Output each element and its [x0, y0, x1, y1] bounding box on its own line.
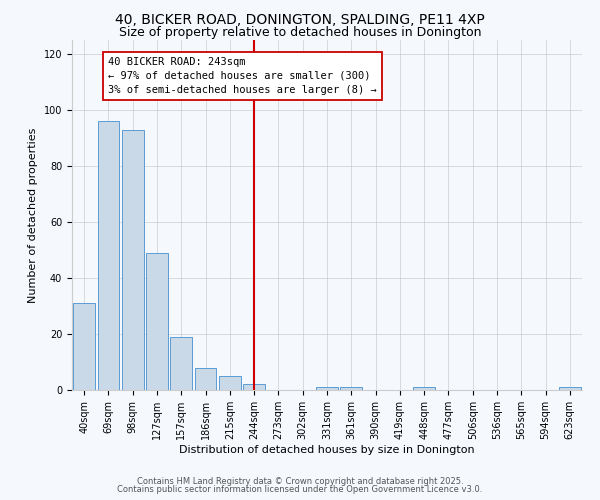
Text: Contains public sector information licensed under the Open Government Licence v3: Contains public sector information licen…: [118, 485, 482, 494]
X-axis label: Distribution of detached houses by size in Donington: Distribution of detached houses by size …: [179, 444, 475, 454]
Text: Contains HM Land Registry data © Crown copyright and database right 2025.: Contains HM Land Registry data © Crown c…: [137, 477, 463, 486]
Bar: [243, 384, 265, 390]
Bar: [170, 337, 192, 390]
Bar: [97, 121, 119, 390]
Bar: [219, 376, 241, 390]
Bar: [413, 387, 435, 390]
Bar: [340, 387, 362, 390]
Bar: [73, 303, 95, 390]
Bar: [316, 387, 338, 390]
Bar: [122, 130, 143, 390]
Text: 40, BICKER ROAD, DONINGTON, SPALDING, PE11 4XP: 40, BICKER ROAD, DONINGTON, SPALDING, PE…: [115, 12, 485, 26]
Bar: [559, 387, 581, 390]
Text: 40 BICKER ROAD: 243sqm
← 97% of detached houses are smaller (300)
3% of semi-det: 40 BICKER ROAD: 243sqm ← 97% of detached…: [109, 57, 377, 95]
Bar: [194, 368, 217, 390]
Text: Size of property relative to detached houses in Donington: Size of property relative to detached ho…: [119, 26, 481, 39]
Y-axis label: Number of detached properties: Number of detached properties: [28, 128, 38, 302]
Bar: [146, 253, 168, 390]
